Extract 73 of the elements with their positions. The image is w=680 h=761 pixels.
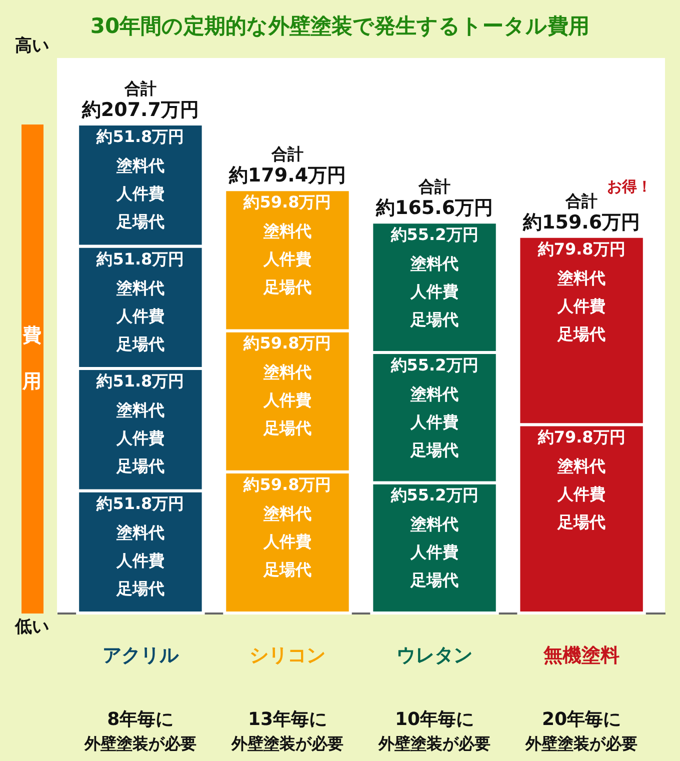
annotation: 人件費 xyxy=(115,550,164,570)
chart-title: 30年間の定期的な外壁塗装で発生するトータル費用 xyxy=(90,14,590,38)
annotation: 足場代 xyxy=(115,212,164,231)
total-label: 約159.6万円 xyxy=(522,211,640,234)
text: 20年毎に xyxy=(542,709,622,730)
annotation: お得！ xyxy=(607,177,652,196)
annotation: 足場代 xyxy=(262,560,312,579)
data-label: 約59.8万円 xyxy=(242,474,332,494)
annotation: 合計 xyxy=(564,191,598,210)
text: 外壁塗装が必要 xyxy=(83,734,196,753)
annotation: 足場代 xyxy=(115,334,164,354)
annotation: 人件費 xyxy=(410,412,459,432)
text: 外壁塗装が必要 xyxy=(378,734,491,753)
annotation: 塗料代 xyxy=(410,514,459,534)
data-label: 約55.2万円 xyxy=(390,486,478,505)
annotation: 足場代 xyxy=(556,324,606,344)
annotation: 塗料代 xyxy=(262,362,312,382)
data-label: 約51.8万円 xyxy=(96,372,184,390)
data-label: 約55.2万円 xyxy=(390,355,478,374)
annotation: 塗料代 xyxy=(262,222,312,241)
x-tick-label: アクリル xyxy=(102,644,180,666)
annotation: 塗料代 xyxy=(115,156,164,175)
annotation: 人件費 xyxy=(556,484,606,504)
annotation: 人件費 xyxy=(556,296,606,316)
annotation: 人件費 xyxy=(262,390,312,410)
annotation: 人件費 xyxy=(410,282,459,302)
data-label: 約59.8万円 xyxy=(242,192,332,212)
annotation: 人件費 xyxy=(262,532,312,551)
annotation: 塗料代 xyxy=(115,522,164,542)
annotation: 合計 xyxy=(418,177,451,196)
data-label: 約51.8万円 xyxy=(96,494,184,513)
text: 外壁塗装が必要 xyxy=(230,734,344,753)
annotation: 人件費 xyxy=(115,306,164,326)
data-label: 約79.8万円 xyxy=(536,428,626,447)
data-label: 約79.8万円 xyxy=(536,239,626,258)
annotation: 足場代 xyxy=(262,418,312,438)
text: 13年毎に xyxy=(248,709,328,730)
annotation: 足場代 xyxy=(115,578,164,598)
x-tick-label: 無機塗料 xyxy=(542,644,620,666)
total-label: 約207.7万円 xyxy=(80,99,199,121)
annotation: 塗料代 xyxy=(115,278,164,298)
total-label: 約165.6万円 xyxy=(374,197,494,220)
annotation: 合計 xyxy=(270,144,304,164)
annotation: 足場代 xyxy=(410,310,459,330)
annotation: 足場代 xyxy=(410,570,459,590)
annotation: 塗料代 xyxy=(410,384,459,404)
data-label: 約55.2万円 xyxy=(390,225,478,244)
annotation: 塗料代 xyxy=(115,400,164,420)
data-label: 約59.8万円 xyxy=(242,334,332,353)
annotation: 足場代 xyxy=(410,440,459,460)
annotation: 足場代 xyxy=(115,456,164,476)
text: 合計 xyxy=(123,79,156,98)
text: 10年毎に xyxy=(394,709,474,730)
annotation: 塗料代 xyxy=(410,254,459,274)
annotation: 塗料代 xyxy=(262,504,312,523)
text: 外壁塗装が必要 xyxy=(524,734,638,753)
annotation: 人件費 xyxy=(115,428,164,448)
text: 高い xyxy=(15,36,49,56)
text: 8年毎に xyxy=(107,709,174,730)
annotation: 足場代 xyxy=(262,278,312,297)
annotation: 塗料代 xyxy=(556,268,606,288)
x-tick-label: シリコン xyxy=(249,644,326,666)
annotation: 塗料代 xyxy=(556,456,606,476)
annotation: 人件費 xyxy=(115,184,164,203)
text: 低い xyxy=(14,617,49,637)
data-label: 約51.8万円 xyxy=(96,127,184,146)
text: 費用 xyxy=(22,324,42,392)
total-label: 約179.4万円 xyxy=(228,164,346,187)
x-tick-label: ウレタン xyxy=(396,644,473,666)
annotation: 人件費 xyxy=(410,542,459,562)
data-label: 約51.8万円 xyxy=(96,249,184,268)
annotation: 人件費 xyxy=(262,250,312,269)
annotation: 足場代 xyxy=(556,512,606,532)
